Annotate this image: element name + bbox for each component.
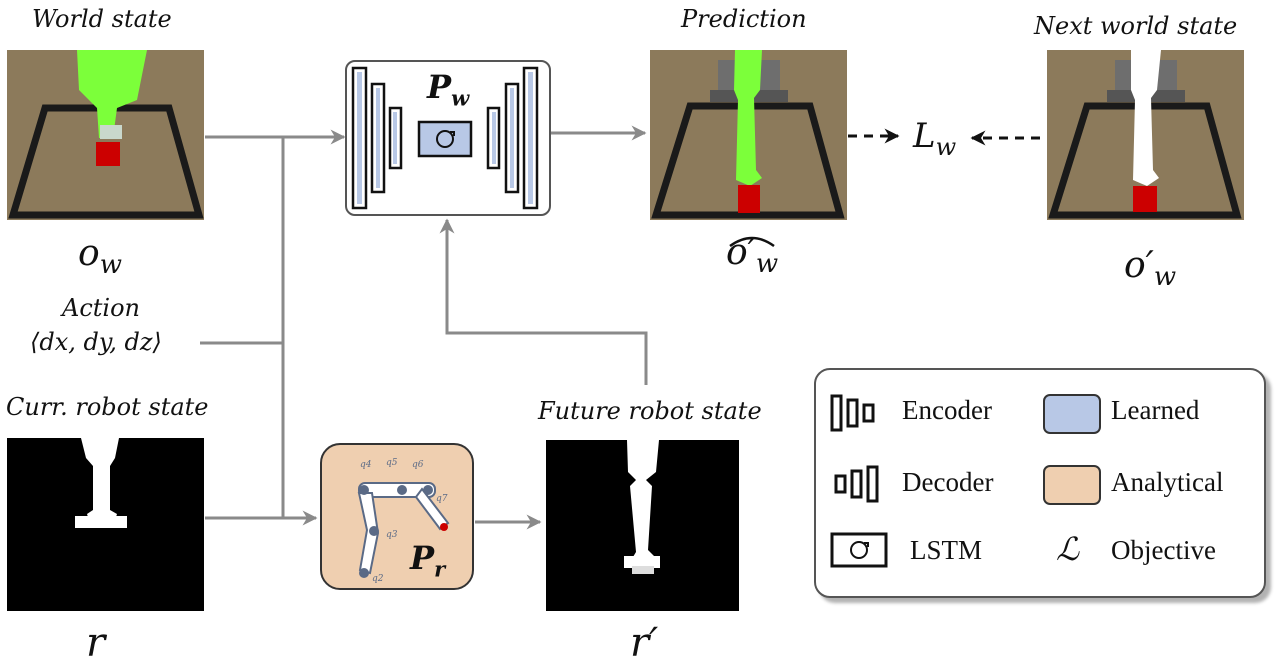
joint-label-q6: q6 — [412, 460, 424, 470]
legend-decoder-label: Decoder — [902, 467, 994, 497]
symbol-r: r — [86, 620, 106, 666]
action-tuple: ⟨dx, dy, dz⟩ — [30, 328, 162, 356]
caption-action: Action — [62, 294, 140, 322]
objective-symbol: ℒ — [1056, 530, 1080, 568]
symbol-o-w-hat: o′w — [726, 232, 779, 280]
joint-label-q4: q4 — [360, 460, 372, 470]
next-world-state-image — [1047, 50, 1244, 220]
future-robot-state-image — [546, 440, 739, 611]
encoder-icon — [830, 394, 875, 432]
legend-analytical-label: Analytical — [1111, 467, 1224, 497]
joint-label-q3: q3 — [386, 530, 398, 540]
robot-model-label: Pr — [410, 539, 446, 582]
joint-label-q2: q2 — [372, 574, 384, 584]
analytical-swatch — [1043, 465, 1101, 505]
caption-world-state: World state — [32, 5, 172, 33]
learned-swatch — [1043, 394, 1101, 434]
caption-next-world-state: Next world state — [1034, 12, 1238, 40]
legend-box: Encoder Decoder LSTM Learned Analytical … — [814, 368, 1266, 598]
caption-future-robot-state: Future robot state — [538, 397, 762, 425]
caption-prediction: Prediction — [681, 5, 807, 33]
world-state-image — [7, 50, 204, 220]
world-model-label: Pw — [427, 68, 470, 111]
symbol-r-prime: r′ — [630, 620, 659, 666]
legend-objective-label: Objective — [1111, 535, 1216, 565]
encoder-decoder-graphic — [351, 66, 539, 210]
symbol-o-w: ow — [78, 233, 122, 281]
prediction-image — [650, 50, 847, 220]
joint-label-q5: q5 — [386, 458, 398, 468]
legend-lstm-label: LSTM — [910, 535, 983, 565]
hat-accent — [729, 236, 775, 248]
arrow-future-to-pw — [439, 218, 648, 385]
lstm-icon — [830, 532, 888, 568]
curr-robot-state-image — [7, 438, 204, 611]
robot-model-box: q4 q5 q6 q7 q3 q2 Pr — [320, 443, 474, 590]
symbol-loss: Lw — [913, 116, 957, 161]
symbol-o-w-prime: o′w — [1124, 245, 1177, 293]
caption-curr-robot-state: Curr. robot state — [6, 393, 209, 421]
legend-encoder-label: Encoder — [902, 395, 992, 425]
decoder-icon — [834, 465, 879, 503]
kinematic-chain-graphic: q4 q5 q6 q7 q3 q2 — [357, 458, 450, 584]
world-model-box: Pw — [345, 60, 551, 216]
legend-learned-label: Learned — [1111, 395, 1200, 425]
joint-label-q7: q7 — [436, 494, 448, 504]
